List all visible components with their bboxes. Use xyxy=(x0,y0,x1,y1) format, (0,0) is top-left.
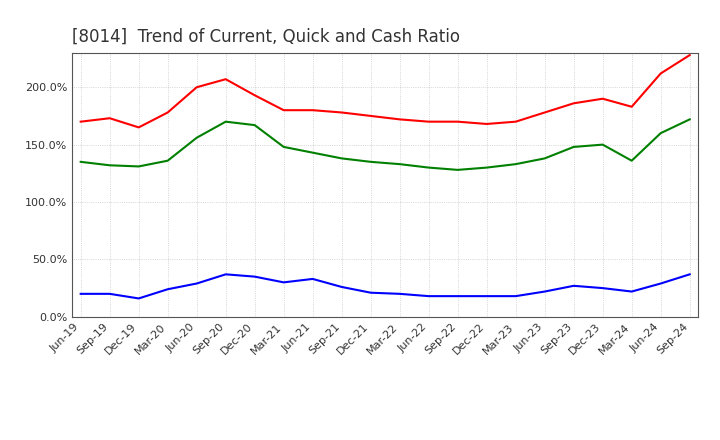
Current Ratio xyxy=(338,110,346,115)
Cash Ratio xyxy=(598,286,607,291)
Current Ratio xyxy=(511,119,520,125)
Cash Ratio xyxy=(135,296,143,301)
Current Ratio xyxy=(424,119,433,125)
Current Ratio xyxy=(657,71,665,76)
Line: Current Ratio: Current Ratio xyxy=(81,55,690,128)
Cash Ratio xyxy=(395,291,404,297)
Quick Ratio xyxy=(163,158,172,163)
Cash Ratio xyxy=(511,293,520,299)
Current Ratio xyxy=(627,104,636,110)
Current Ratio xyxy=(135,125,143,130)
Quick Ratio xyxy=(338,156,346,161)
Quick Ratio xyxy=(308,150,317,155)
Quick Ratio xyxy=(454,167,462,172)
Current Ratio xyxy=(163,110,172,115)
Cash Ratio xyxy=(685,271,694,277)
Current Ratio xyxy=(279,107,288,113)
Quick Ratio xyxy=(541,156,549,161)
Current Ratio xyxy=(541,110,549,115)
Quick Ratio xyxy=(598,142,607,147)
Current Ratio xyxy=(482,121,491,127)
Quick Ratio xyxy=(279,144,288,150)
Quick Ratio xyxy=(482,165,491,170)
Cash Ratio xyxy=(192,281,201,286)
Text: [8014]  Trend of Current, Quick and Cash Ratio: [8014] Trend of Current, Quick and Cash … xyxy=(72,28,460,46)
Current Ratio xyxy=(395,117,404,122)
Quick Ratio xyxy=(395,161,404,167)
Quick Ratio xyxy=(627,158,636,163)
Current Ratio xyxy=(685,52,694,58)
Cash Ratio xyxy=(627,289,636,294)
Line: Cash Ratio: Cash Ratio xyxy=(81,274,690,298)
Current Ratio xyxy=(308,107,317,113)
Current Ratio xyxy=(251,93,259,98)
Current Ratio xyxy=(454,119,462,125)
Quick Ratio xyxy=(570,144,578,150)
Quick Ratio xyxy=(511,161,520,167)
Quick Ratio xyxy=(685,117,694,122)
Current Ratio xyxy=(192,84,201,90)
Cash Ratio xyxy=(454,293,462,299)
Line: Quick Ratio: Quick Ratio xyxy=(81,119,690,170)
Current Ratio xyxy=(105,116,114,121)
Cash Ratio xyxy=(221,271,230,277)
Cash Ratio xyxy=(76,291,85,297)
Quick Ratio xyxy=(76,159,85,165)
Cash Ratio xyxy=(570,283,578,289)
Quick Ratio xyxy=(105,163,114,168)
Current Ratio xyxy=(366,113,375,118)
Quick Ratio xyxy=(424,165,433,170)
Cash Ratio xyxy=(657,281,665,286)
Cash Ratio xyxy=(424,293,433,299)
Cash Ratio xyxy=(105,291,114,297)
Quick Ratio xyxy=(135,164,143,169)
Quick Ratio xyxy=(192,135,201,140)
Quick Ratio xyxy=(251,122,259,128)
Cash Ratio xyxy=(279,280,288,285)
Current Ratio xyxy=(598,96,607,101)
Cash Ratio xyxy=(308,276,317,282)
Quick Ratio xyxy=(221,119,230,125)
Cash Ratio xyxy=(251,274,259,279)
Cash Ratio xyxy=(366,290,375,295)
Cash Ratio xyxy=(482,293,491,299)
Cash Ratio xyxy=(338,284,346,290)
Quick Ratio xyxy=(366,159,375,165)
Cash Ratio xyxy=(163,286,172,292)
Current Ratio xyxy=(221,77,230,82)
Current Ratio xyxy=(570,101,578,106)
Current Ratio xyxy=(76,119,85,125)
Quick Ratio xyxy=(657,131,665,136)
Cash Ratio xyxy=(541,289,549,294)
